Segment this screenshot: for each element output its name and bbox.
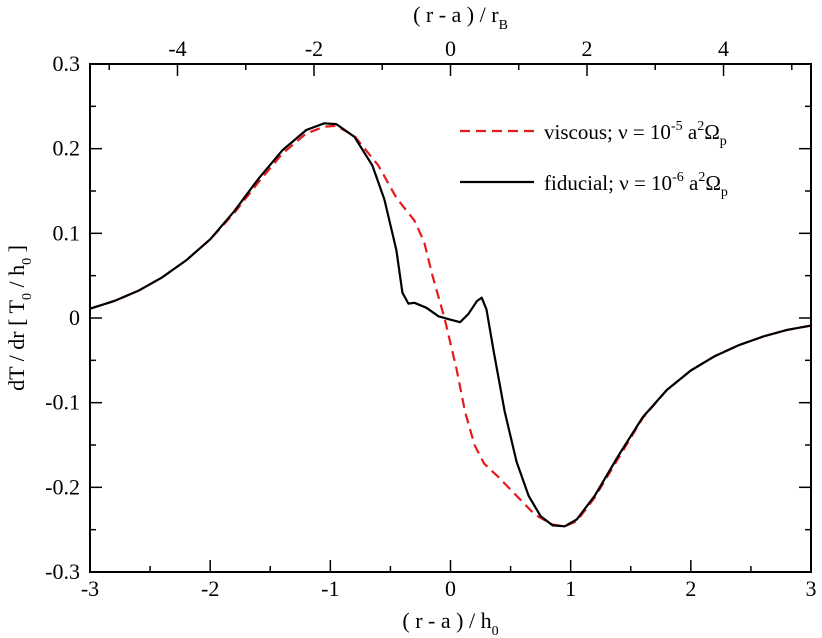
x-tick-label: 1 [565,576,576,601]
y-tick-label: -0.3 [45,559,80,584]
legend-viscous-exp: -5 [671,119,683,134]
x-tick-label: -3 [81,576,99,601]
y-tick-label: 0.3 [53,51,81,76]
legend-label-fiducial: fiducial; ν = 10-6 a2Ωp [544,170,728,200]
x-axis-title: ( r - a ) / h0 [402,608,498,638]
y-tick-label: -0.2 [45,474,80,499]
series-lines [89,122,812,528]
x-tick-label: 0 [445,576,456,601]
legend-viscous-mid: a [683,120,698,144]
legend-fiducial-prefix: fiducial; ν = 10 [544,171,672,195]
y-axis-title-part1: dT / dr [ T [4,299,29,390]
y-tick-label: 0 [69,305,80,330]
top-tick-label: -4 [168,36,186,61]
series-line-viscous [89,124,812,528]
legend-label-viscous: viscous; ν = 10-5 a2Ωp [544,119,727,149]
top-axis-title-main: ( r - a ) / r [413,2,499,27]
y-tick-label: -0.1 [45,390,80,415]
top-axis-title-sub: B [499,18,508,33]
legend-viscous-exp2: 2 [697,119,704,134]
y-axis-title-part2: / h [4,265,29,293]
x-tick-label: -1 [321,576,339,601]
legend-viscous-prefix: viscous; ν = 10 [544,120,671,144]
top-tick-label: 4 [718,36,729,61]
top-axis-title: ( r - a ) / rB [413,2,508,33]
legend-viscous-omega: Ω [704,120,720,144]
y-tick-label: 0.2 [53,136,81,161]
x-tick-label: -2 [201,576,219,601]
y-axis-title: dT / dr [ T0 / h0 ] [4,245,35,391]
legend-fiducial-exp: -6 [672,170,684,185]
y-axis-title-part3: ] [4,245,29,258]
y-axis-title-sub1: 0 [20,293,35,300]
plot-frame [89,63,812,573]
x-axis-title-sub: 0 [492,624,499,638]
legend: viscous; ν = 10-5 a2Ωp fiducial; ν = 10-… [460,119,728,200]
tick-marks [89,63,812,573]
legend-viscous-sub: p [720,134,727,149]
legend-fiducial-omega: Ω [705,171,721,195]
y-axis-title-sub2: 0 [20,258,35,265]
top-tick-label: 0 [445,36,456,61]
legend-fiducial-sub: p [721,185,728,200]
legend-fiducial-exp2: 2 [698,170,705,185]
legend-fiducial-mid: a [684,171,699,195]
top-tick-label: -2 [305,36,323,61]
x-tick-label: 3 [806,576,817,601]
top-tick-label: 2 [582,36,593,61]
x-tick-label: 2 [685,576,696,601]
x-axis-title-main: ( r - a ) / h [402,608,491,633]
series-line-fiducial [89,122,812,528]
tick-labels: -3 -2 -1 0 1 2 3 -0.3 -0.2 -0.1 0 0.1 0.2 0.3 -4 -2 0 2 4 [45,36,816,601]
y-tick-label: 0.1 [53,220,81,245]
